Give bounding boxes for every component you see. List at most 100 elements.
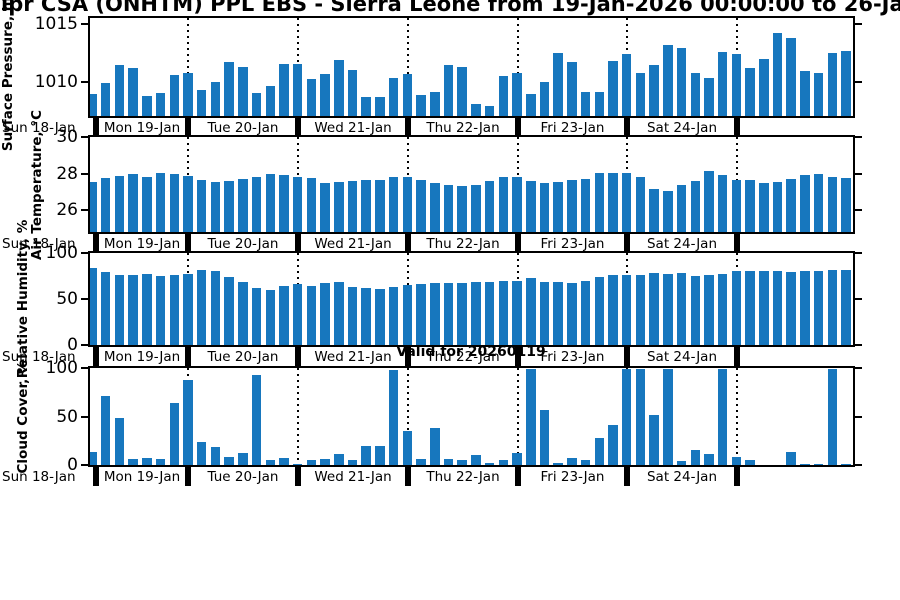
air-temperature-bar	[334, 181, 344, 232]
cloud-cover-bar	[813, 463, 824, 465]
day-gridline	[187, 18, 189, 116]
y-tick-label: 26	[56, 200, 78, 221]
day-label: Thu 22-Jan	[426, 469, 500, 485]
air-temperature-bar	[443, 184, 454, 232]
day-label: Thu 22-Jan	[426, 349, 500, 365]
surface-pressure-bar	[430, 91, 440, 116]
surface-pressure-bar	[471, 104, 481, 116]
relative-humidity-bar	[416, 284, 426, 345]
day-divider	[734, 118, 740, 137]
cloud-cover-bar	[114, 417, 125, 465]
air-temperature-bar	[90, 181, 97, 232]
air-temperature-bar	[498, 177, 509, 232]
surface-pressure-bar	[594, 91, 605, 116]
day-divider	[295, 467, 301, 486]
relative-humidity-bar	[580, 281, 591, 345]
day-divider	[734, 234, 740, 253]
surface-pressure-bar	[183, 72, 193, 116]
surface-pressure-bar	[114, 65, 125, 116]
cloud-cover-bar	[731, 457, 742, 465]
relative-humidity-bar	[731, 271, 742, 345]
surface-pressure-bar	[553, 53, 563, 116]
y-tick	[855, 81, 862, 84]
relative-humidity-bar	[347, 286, 358, 345]
cloud-cover-bar	[471, 455, 481, 465]
surface-pressure-bar	[759, 58, 769, 116]
y-tick	[855, 298, 862, 300]
day-divider	[185, 347, 191, 366]
surface-pressure-bar	[772, 33, 783, 116]
cloud-cover-bar	[238, 453, 248, 465]
day-divider	[295, 118, 301, 137]
relative-humidity-bar	[690, 276, 701, 345]
air-temperature-bar	[306, 178, 317, 232]
air-temperature-bar	[347, 180, 358, 232]
day-label: Wed 21-Jan	[314, 349, 392, 365]
surface-pressure-bar	[690, 72, 701, 116]
air-temperature-bar	[224, 181, 234, 232]
day-label: Fri 23-Jan	[540, 120, 605, 136]
cloud-cover-bar	[196, 441, 207, 465]
day-label: Sun 18-Jan	[2, 120, 76, 136]
relative-humidity-bar	[320, 283, 330, 345]
surface-pressure-bar	[251, 92, 262, 116]
day-divider	[515, 118, 521, 137]
day-gridline	[736, 368, 738, 465]
relative-humidity-bar	[375, 289, 385, 345]
relative-humidity-bar	[471, 282, 481, 345]
cloud-cover-bar	[210, 446, 221, 465]
cloud-cover-bar	[649, 414, 659, 465]
day-gridline	[297, 368, 299, 465]
valid-for-annotation: Valid for 20260119	[396, 344, 546, 360]
y-tick	[855, 344, 862, 346]
surface-pressure-bar	[621, 54, 632, 116]
cloud-cover-subplot	[88, 366, 855, 467]
air-temperature-bar	[484, 180, 495, 232]
day-divider	[185, 234, 191, 253]
surface-pressure-bar	[526, 93, 536, 116]
day-label: Tue 20-Jan	[207, 120, 279, 136]
surface-pressure-bar	[142, 96, 152, 116]
cloud-cover-bar	[90, 452, 97, 465]
relative-humidity-bar	[210, 271, 221, 345]
y-tick-label: 30	[56, 127, 78, 147]
day-divider	[624, 347, 630, 366]
air-temperature-bar	[567, 180, 577, 232]
cloud-cover-bar	[306, 460, 317, 465]
surface-pressure-bar	[663, 44, 673, 116]
y-tick-label: 28	[56, 163, 78, 184]
surface-pressure-bar	[279, 64, 289, 116]
air-temperature-bar	[114, 175, 125, 232]
air-temperature-bar	[553, 181, 563, 232]
day-divider	[405, 234, 411, 253]
air-temperature-bar	[608, 173, 618, 232]
y-tick	[855, 209, 862, 212]
surface-pressure-bar	[306, 78, 317, 116]
y-tick	[855, 172, 862, 175]
surface-pressure-bar	[292, 63, 303, 116]
y-tick	[855, 464, 862, 466]
relative-humidity-subplot	[88, 251, 855, 347]
surface-pressure-bar	[375, 97, 385, 116]
relative-humidity-bar	[704, 274, 714, 345]
air-temperature-bar	[649, 189, 659, 232]
day-label: Thu 22-Jan	[426, 236, 500, 252]
relative-humidity-bar	[512, 281, 522, 345]
cloud-cover-bar	[676, 461, 687, 465]
surface-pressure-bar	[841, 50, 851, 116]
day-divider	[93, 347, 99, 366]
air-temperature-bar	[361, 179, 371, 232]
day-label: Sat 24-Jan	[646, 120, 718, 136]
day-divider	[515, 347, 521, 366]
cloud-cover-bar	[416, 459, 426, 465]
day-label: Mon 19-Jan	[103, 469, 181, 485]
y-tick	[81, 415, 88, 418]
relative-humidity-bar	[361, 288, 371, 345]
relative-humidity-bar	[100, 272, 111, 345]
cloud-cover-bar	[347, 460, 358, 465]
y-tick	[855, 22, 862, 25]
cloud-cover-bar	[594, 437, 605, 465]
surface-pressure-bar	[334, 60, 344, 116]
surface-pressure-bar	[813, 73, 824, 116]
